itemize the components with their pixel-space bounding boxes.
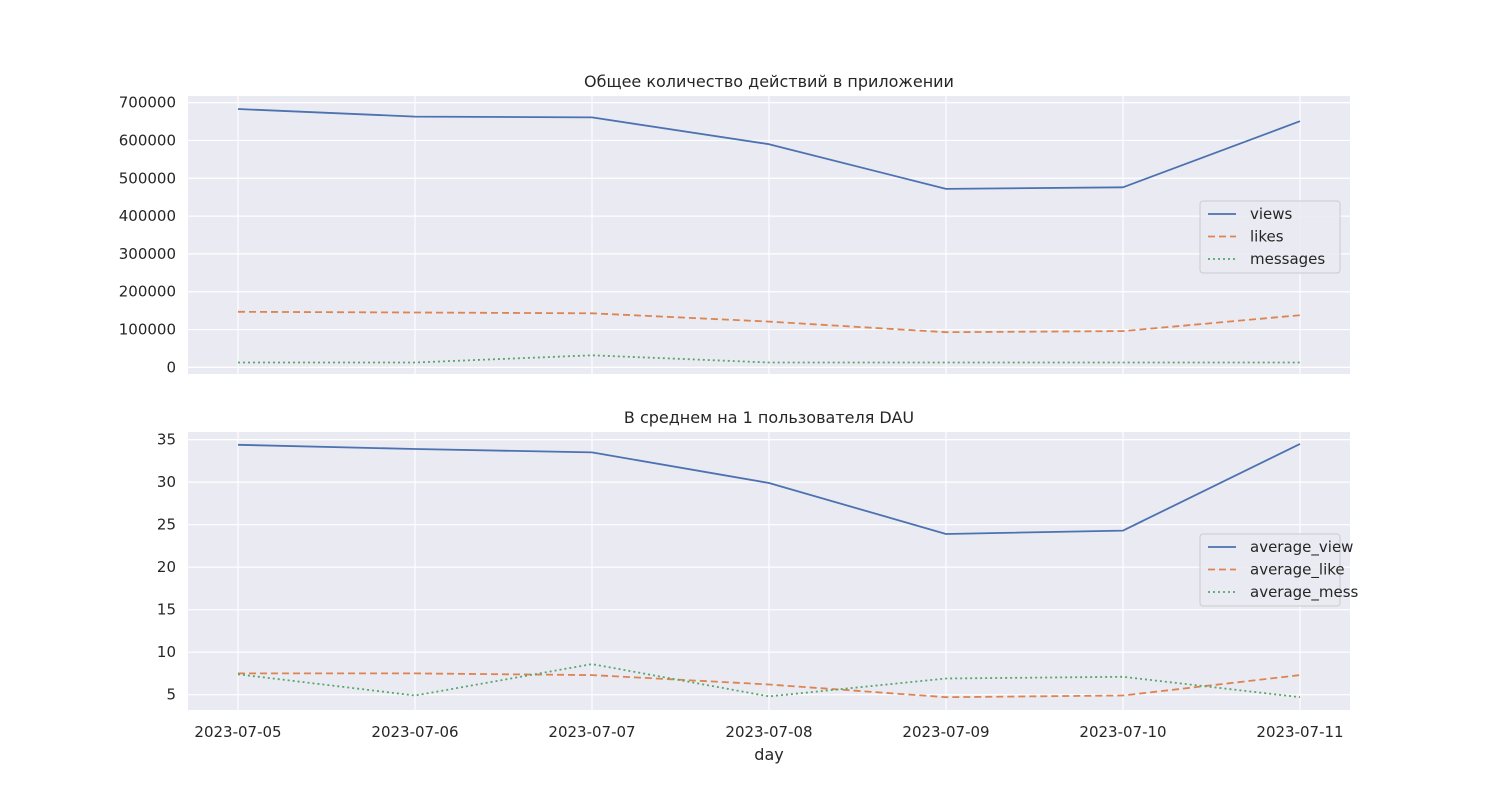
series-line-views — [237, 108, 1301, 190]
legend-label-average_like: average_like — [1250, 561, 1345, 580]
y-tick-label: 35 — [157, 431, 176, 449]
x-tick-label: 2023-07-07 — [548, 723, 635, 741]
x-tick-label: 2023-07-06 — [371, 723, 458, 741]
series-line-average_view — [237, 443, 1301, 535]
x-tick-label: 2023-07-11 — [1256, 723, 1343, 741]
series-line-likes — [237, 310, 1301, 334]
chart-title: Общее количество действий в приложении — [584, 72, 954, 91]
legend-label-views: views — [1250, 205, 1293, 223]
chart-panel-total-actions: 0 100000 200000 300000 400000 500000 600000 700… — [119, 72, 1350, 376]
y-tick-label: 500000 — [119, 169, 176, 187]
legend: views likes messages — [1199, 200, 1341, 274]
y-tick-label: 25 — [157, 516, 176, 534]
x-tick-label: 2023-07-05 — [194, 723, 281, 741]
y-tick-label: 15 — [157, 601, 176, 619]
legend-label-messages: messages — [1250, 250, 1325, 268]
x-tick-label: 2023-07-09 — [902, 723, 989, 741]
chart-panel-average-per-dau: 5 10 15 20 25 30 35 2023-07-05 2023-07-06 2023-07… — [157, 408, 1359, 764]
legend: average_view average_like average_mess — [1199, 533, 1359, 607]
legend-label-average_view: average_view — [1250, 538, 1353, 557]
x-axis-label: day — [754, 745, 783, 764]
y-tick-label: 20 — [157, 558, 176, 576]
legend-frame — [1199, 200, 1341, 274]
legend-label-average_mess: average_mess — [1250, 583, 1359, 602]
y-tick-label: 200000 — [119, 283, 176, 301]
y-tick-label: 600000 — [119, 131, 176, 149]
y-tick-label: 300000 — [119, 245, 176, 263]
x-tick-label: 2023-07-10 — [1079, 723, 1166, 741]
y-tick-label: 700000 — [119, 94, 176, 112]
series-line-average_like — [238, 672, 1301, 699]
series-line-messages — [238, 354, 1300, 364]
y-tick-label: 400000 — [119, 207, 176, 225]
y-tick-label: 30 — [157, 473, 176, 491]
legend-label-likes: likes — [1250, 228, 1284, 246]
legend-frame — [1199, 533, 1341, 607]
chart-title: В среднем на 1 пользователя DAU — [624, 408, 914, 427]
y-tick-label: 5 — [166, 686, 176, 704]
y-tick-label: 0 — [166, 358, 176, 376]
x-tick-label: 2023-07-08 — [725, 723, 812, 741]
y-tick-label: 10 — [157, 643, 176, 661]
y-tick-label: 100000 — [119, 321, 176, 339]
